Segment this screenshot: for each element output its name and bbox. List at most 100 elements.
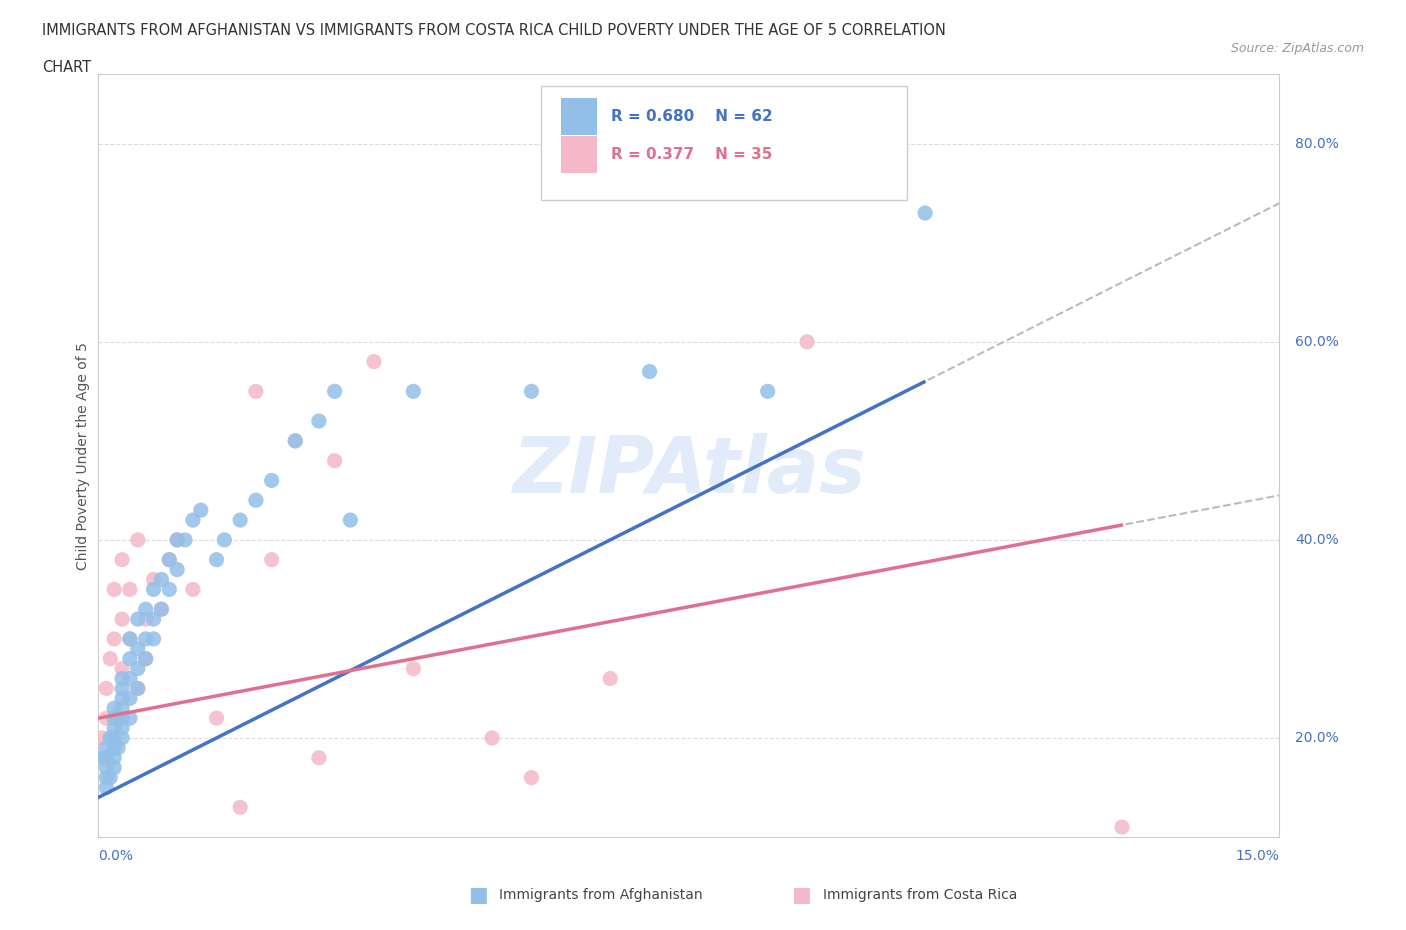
Point — [127, 533, 149, 548]
Point — [205, 552, 228, 567]
Point — [284, 433, 307, 448]
Text: ZIPAtlas: ZIPAtlas — [512, 433, 866, 509]
Point — [103, 740, 125, 755]
Point — [107, 740, 129, 755]
Point — [157, 552, 180, 567]
Bar — [561, 136, 596, 173]
Point — [103, 631, 125, 646]
Text: 40.0%: 40.0% — [1295, 533, 1339, 547]
Point — [166, 562, 188, 577]
Point — [96, 760, 118, 775]
Point — [96, 780, 118, 795]
Text: R = 0.377    N = 35: R = 0.377 N = 35 — [612, 147, 772, 162]
Point — [284, 433, 307, 448]
Point — [260, 552, 283, 567]
Point — [118, 691, 141, 706]
Point — [118, 651, 141, 666]
Point — [107, 711, 129, 725]
Point — [142, 612, 165, 627]
Point — [118, 582, 141, 597]
Point — [520, 770, 543, 785]
Point — [229, 512, 252, 527]
Point — [214, 533, 236, 548]
Point — [96, 751, 118, 765]
Point — [103, 721, 125, 736]
Point — [363, 354, 385, 369]
Point — [190, 503, 212, 518]
Text: ■: ■ — [468, 884, 488, 905]
Point — [103, 582, 125, 597]
Point — [229, 800, 252, 815]
Point — [308, 414, 330, 429]
Point — [118, 711, 141, 725]
Point — [118, 671, 141, 686]
Point — [402, 661, 425, 676]
Point — [103, 751, 125, 765]
Point — [127, 661, 149, 676]
Point — [150, 572, 173, 587]
Point — [245, 493, 267, 508]
Text: R = 0.680    N = 62: R = 0.680 N = 62 — [612, 109, 773, 124]
Point — [157, 552, 180, 567]
Point — [111, 691, 134, 706]
Point — [181, 582, 204, 597]
Point — [135, 602, 157, 617]
Point — [111, 731, 134, 746]
Text: Immigrants from Costa Rica: Immigrants from Costa Rica — [823, 887, 1017, 902]
Point — [599, 671, 621, 686]
Point — [142, 582, 165, 597]
Point — [118, 631, 141, 646]
Point — [127, 612, 149, 627]
Point — [135, 651, 157, 666]
Point — [127, 681, 149, 696]
Point — [103, 711, 125, 725]
Point — [103, 711, 125, 725]
Point — [323, 453, 346, 468]
Point — [181, 512, 204, 527]
Point — [103, 701, 125, 716]
Point — [638, 364, 661, 379]
Point — [135, 612, 157, 627]
Point — [98, 731, 121, 746]
Point — [157, 582, 180, 597]
Text: 80.0%: 80.0% — [1295, 137, 1339, 151]
Point — [96, 740, 118, 755]
Point — [166, 533, 188, 548]
Point — [103, 731, 125, 746]
Text: 60.0%: 60.0% — [1295, 335, 1339, 349]
Point — [402, 384, 425, 399]
Point — [111, 612, 134, 627]
Point — [98, 651, 121, 666]
Point — [127, 681, 149, 696]
Point — [260, 473, 283, 488]
Point — [111, 681, 134, 696]
Point — [520, 384, 543, 399]
Point — [205, 711, 228, 725]
Text: 20.0%: 20.0% — [1295, 731, 1339, 745]
Point — [1111, 819, 1133, 834]
Point — [98, 770, 121, 785]
Point — [111, 671, 134, 686]
Point — [111, 552, 134, 567]
Text: ■: ■ — [792, 884, 811, 905]
Text: IMMIGRANTS FROM AFGHANISTAN VS IMMIGRANTS FROM COSTA RICA CHILD POVERTY UNDER TH: IMMIGRANTS FROM AFGHANISTAN VS IMMIGRANT… — [42, 23, 946, 38]
Point — [756, 384, 779, 399]
Point — [135, 631, 157, 646]
Bar — [561, 98, 596, 135]
Point — [150, 602, 173, 617]
Point — [914, 206, 936, 220]
Point — [142, 572, 165, 587]
Point — [150, 602, 173, 617]
Point — [796, 335, 818, 350]
Point — [91, 751, 114, 765]
Point — [96, 681, 118, 696]
Point — [166, 533, 188, 548]
Text: CHART: CHART — [42, 60, 91, 75]
Text: 15.0%: 15.0% — [1236, 849, 1279, 863]
Point — [135, 651, 157, 666]
Point — [174, 533, 197, 548]
Point — [245, 384, 267, 399]
Point — [103, 760, 125, 775]
Point — [111, 721, 134, 736]
Text: Source: ZipAtlas.com: Source: ZipAtlas.com — [1230, 42, 1364, 55]
